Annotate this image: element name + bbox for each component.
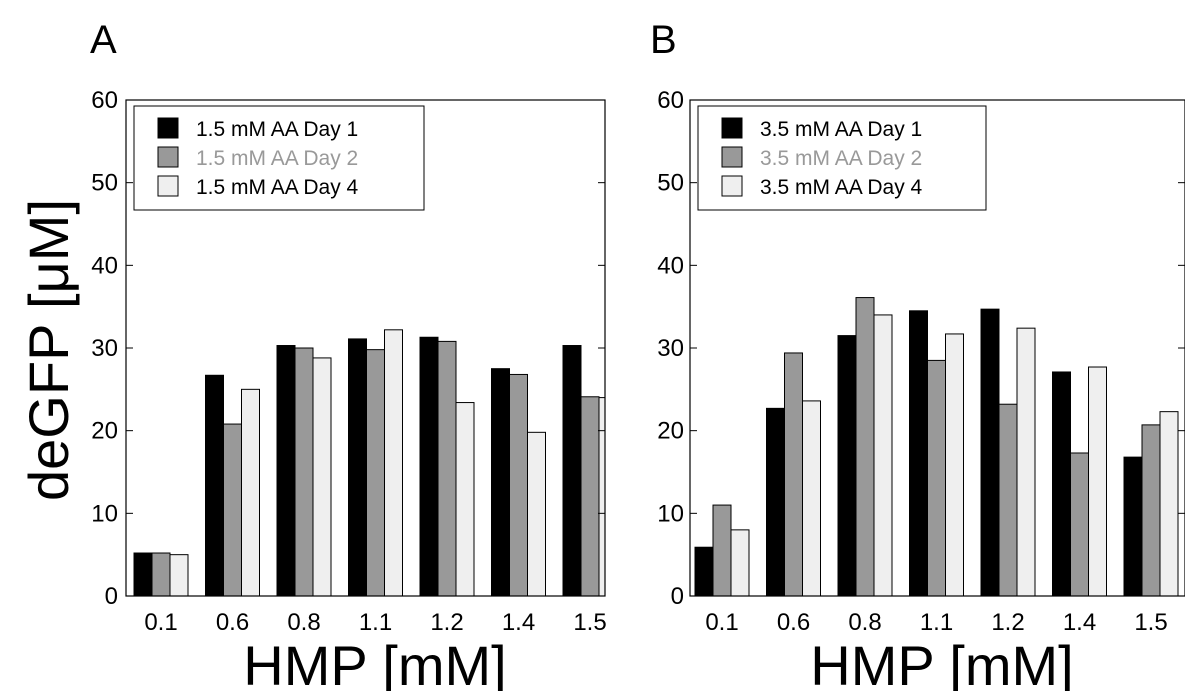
panel-label-b: B: [650, 18, 677, 62]
y-tick-label-b: 10: [657, 500, 684, 527]
y-tick-label-a: 30: [91, 335, 118, 362]
bar-b-s3-0.1: [730, 529, 750, 597]
bar-b-s2-0.6: [784, 352, 803, 597]
y-tick-label-a: 50: [91, 170, 118, 197]
x-tick-label-b: 1.5: [1134, 609, 1167, 636]
legend-box-b: [697, 105, 987, 211]
bar-b-s1-0.1: [694, 546, 714, 597]
bar-b-s1-0.8: [837, 335, 857, 597]
x-tick-label-b: 0.6: [777, 609, 810, 636]
bar-b-s2-0.1: [712, 504, 732, 597]
legend-label-a-3: 1.5 mM AA Day 4: [196, 176, 359, 199]
bar-a-s2-1.2: [437, 340, 457, 597]
y-axis-title: deGFP [μM]: [17, 199, 80, 501]
x-tick-label-b: 0.8: [848, 609, 881, 636]
bar-a-s1-1.2: [419, 336, 439, 597]
legend-label-a-1: 1.5 mM AA Day 1: [196, 118, 358, 141]
bar-b-s3-0.6: [802, 400, 821, 597]
bar-b-s3-1.2: [1016, 327, 1036, 597]
legend-a: 1.5 mM AA Day 1 1.5 mM AA Day 2 1.5 mM AA …: [133, 105, 425, 211]
bar-b-s2-1.5: [1141, 424, 1161, 597]
bar-a-s2-0.6: [223, 423, 242, 597]
bar-a-s3-1.1: [384, 329, 403, 597]
bar-b-s2-1.4: [1070, 452, 1089, 597]
x-tick-label-b: 1.4: [1063, 609, 1096, 636]
bar-a-s2-1.4: [509, 373, 528, 597]
x-tick-label-a: 1.5: [573, 609, 606, 636]
bar-b-s3-1.4: [1088, 366, 1107, 597]
bar-b-s3-1.1: [945, 333, 964, 597]
bar-a-s1-0.8: [276, 345, 296, 597]
bar-b-s1-1.4: [1052, 371, 1071, 597]
y-tick-label-b: 20: [657, 418, 684, 445]
panel-label-a: A: [90, 18, 117, 62]
x-tick-label-a: 1.4: [502, 609, 535, 636]
legend-b: 3.5 mM AA Day 1 3.5 mM AA Day 2 3.5 mM AA …: [697, 105, 987, 211]
bar-a-s1-1.4: [491, 368, 510, 597]
x-tick-label-b: 1.1: [920, 609, 953, 636]
bar-b-s2-0.8: [855, 297, 875, 597]
bar-a-s1-1.1: [348, 338, 367, 597]
chart-panel-b: 0 10 20 30 40 50 60 0.1 0.6 0.8 1.1 1.2 1.4 1.5 3.5 mM…: [657, 87, 1185, 636]
y-tick-label-a: 10: [91, 500, 118, 527]
bar-a-s3-0.8: [312, 357, 332, 597]
bar-a-s3-1.5: [598, 397, 606, 597]
x-tick-label-b: 1.2: [991, 609, 1024, 636]
legend-swatch-a-2: [157, 146, 179, 168]
bar-a-s1-0.1: [133, 552, 153, 597]
y-tick-label-a: 40: [91, 252, 118, 279]
x-axis-title-a: HMP [mM]: [243, 634, 506, 691]
x-tick-label-a: 0.1: [144, 609, 177, 636]
bar-b-s1-1.1: [909, 310, 928, 597]
bar-a-s3-1.4: [527, 431, 546, 597]
y-tick-label-b: 60: [657, 87, 684, 114]
x-tick-label-a: 0.8: [287, 609, 320, 636]
y-tick-label-b: 30: [657, 335, 684, 362]
bar-b-s3-1.5: [1159, 411, 1179, 597]
legend-label-b-1: 3.5 mM AA Day 1: [760, 118, 922, 141]
legend-label-b-2: 3.5 mM AA Day 2: [760, 147, 922, 170]
y-tick-label-b: 50: [657, 170, 684, 197]
y-tick-label-a: 0: [105, 583, 118, 610]
bar-a-s2-1.1: [366, 349, 385, 597]
bar-a-s2-1.5: [580, 396, 600, 597]
legend-box-a: [133, 105, 425, 211]
legend-swatch-b-2: [721, 146, 743, 168]
bar-b-s2-1.1: [927, 359, 946, 597]
bar-a-s3-0.6: [241, 388, 260, 597]
bar-b-s2-1.2: [998, 403, 1018, 597]
chart-panel-a: 0 10 20 30 40 50 60 0.1 0.6 0.8 1.1 1.2 1.4 1.5 1.5 mM…: [91, 87, 606, 636]
bar-b-s1-1.2: [980, 308, 1000, 597]
bar-a-s3-0.1: [169, 554, 189, 597]
bar-a-s1-0.6: [205, 374, 224, 597]
y-tick-label-a: 20: [91, 418, 118, 445]
legend-label-b-3: 3.5 mM AA Day 4: [760, 176, 923, 199]
legend-swatch-a-1: [157, 117, 179, 139]
y-tick-label-a: 60: [91, 87, 118, 114]
bar-a-s2-0.1: [151, 552, 171, 597]
y-tick-label-b: 40: [657, 252, 684, 279]
legend-swatch-b-3: [721, 175, 743, 197]
x-tick-label-b: 0.1: [705, 609, 738, 636]
bar-a-s1-1.5: [562, 345, 582, 597]
bar-b-s1-0.6: [766, 407, 785, 597]
legend-label-a-2: 1.5 mM AA Day 2: [196, 147, 358, 170]
x-tick-label-a: 1.2: [430, 609, 463, 636]
legend-swatch-a-3: [157, 175, 179, 197]
x-axis-title-b: HMP [mM]: [810, 634, 1073, 691]
legend-swatch-b-1: [721, 117, 743, 139]
x-tick-label-a: 1.1: [359, 609, 392, 636]
bar-b-s3-0.8: [873, 314, 893, 597]
bar-a-s2-0.8: [294, 347, 314, 597]
bar-a-s3-1.2: [455, 402, 475, 597]
y-tick-label-b: 0: [671, 583, 684, 610]
bar-b-s1-1.5: [1123, 456, 1143, 597]
x-tick-label-a: 0.6: [216, 609, 249, 636]
